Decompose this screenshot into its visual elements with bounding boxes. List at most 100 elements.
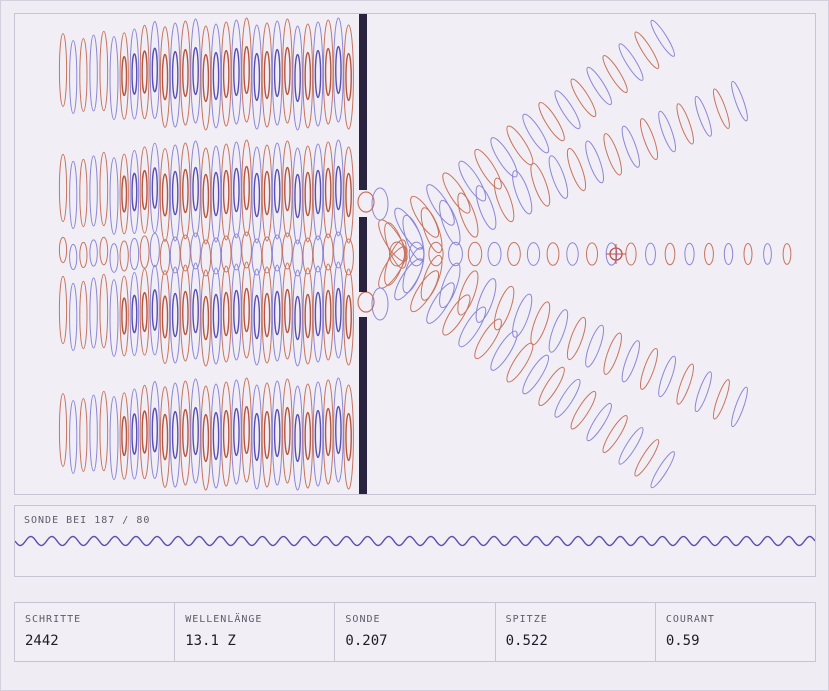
wave-contour — [458, 160, 487, 202]
stat-probe: SONDE 0.207 — [335, 603, 496, 661]
wave-contour — [169, 236, 181, 274]
wave-contour — [159, 239, 171, 275]
double-slit-barrier — [359, 14, 367, 494]
slit-contour — [357, 191, 375, 213]
wave-contour — [282, 18, 293, 124]
wave-contour — [548, 309, 569, 353]
wave-contour — [694, 371, 712, 413]
wave-contour — [159, 26, 171, 128]
stat-peak-label: SPITZE — [505, 614, 548, 625]
wave-contour — [109, 157, 119, 235]
wave-contour — [292, 147, 303, 245]
wave-contour — [394, 258, 424, 301]
wave-contour — [712, 88, 730, 129]
wave-contour-strong — [304, 293, 312, 339]
wave-contour — [457, 192, 479, 238]
crosshair-circle-icon[interactable] — [606, 244, 626, 264]
wave-contour-strong — [141, 410, 148, 454]
wave-contour — [333, 231, 344, 269]
wave-contour — [282, 232, 293, 270]
diffracted-wave-contours — [357, 19, 792, 489]
wave-contour — [231, 233, 242, 271]
wave-contour — [408, 241, 425, 267]
wave-contour — [420, 207, 443, 254]
wave-contour-strong — [202, 413, 210, 463]
wave-contour — [139, 384, 150, 480]
wave-contour — [731, 386, 748, 428]
wave-contour-strong — [263, 170, 271, 216]
wave-contour — [169, 144, 181, 242]
wave-contour-strong — [284, 166, 291, 212]
wave-contour — [475, 185, 497, 230]
wave-contour — [89, 277, 98, 349]
wave-contour-strong — [182, 408, 189, 458]
wave-contour — [586, 242, 598, 266]
wave-contour — [618, 43, 644, 81]
wave-contour-strong — [243, 405, 250, 455]
wave-contour — [200, 269, 212, 367]
wave-contour-strong — [263, 410, 271, 460]
wave-contour — [585, 140, 605, 184]
wave-contour — [621, 125, 640, 168]
wave-contour — [333, 17, 344, 123]
stat-courant-label: COURANT — [665, 614, 715, 625]
wave-contour-strong — [304, 171, 312, 217]
wave-contour — [302, 23, 314, 129]
wave-contour-strong — [314, 291, 322, 337]
probe-trace-line — [15, 535, 815, 547]
wave-contour-strong — [284, 288, 291, 334]
wave-contour-strong — [202, 53, 210, 103]
wave-contour — [99, 390, 109, 472]
wave-contour — [530, 162, 551, 207]
wave-contour — [625, 242, 637, 266]
wave-contour-strong — [243, 45, 250, 95]
wave-contour-strong — [131, 53, 138, 95]
wave-contour-strong — [212, 51, 220, 101]
wave-contour — [586, 402, 612, 442]
wave-contour — [119, 392, 129, 480]
wave-contour — [190, 18, 201, 124]
wave-contour — [343, 384, 354, 490]
wave-field-canvas[interactable] — [14, 13, 816, 495]
wave-contour — [782, 243, 792, 265]
wave-contour-strong — [324, 407, 332, 457]
wave-contour — [69, 282, 78, 352]
wave-contour — [343, 268, 354, 366]
wave-contour — [292, 385, 303, 491]
wave-contour-strong — [171, 410, 179, 460]
wave-field-plot — [58, 14, 792, 494]
stat-peak-value: 0.522 — [505, 633, 548, 649]
wave-contour — [402, 214, 425, 261]
wave-contour — [282, 262, 293, 360]
wave-contour — [426, 184, 455, 226]
wave-contour — [210, 237, 222, 275]
wave-contour — [474, 148, 502, 190]
wave-contour — [548, 155, 569, 199]
wave-contour — [58, 275, 68, 345]
wave-contour-strong — [233, 47, 240, 97]
wave-contour-strong — [212, 293, 220, 339]
wave-contour — [109, 243, 119, 273]
wave-contour — [384, 222, 407, 269]
wave-contour — [200, 385, 212, 491]
wave-contour — [200, 147, 212, 245]
wave-contour — [180, 20, 191, 126]
wave-contour — [79, 38, 88, 112]
wave-contour — [676, 363, 694, 405]
wave-contour — [169, 266, 181, 364]
wave-contour — [650, 451, 675, 489]
wave-contour — [261, 22, 273, 128]
wave-contour — [684, 242, 695, 266]
wave-contour — [439, 199, 461, 246]
wave-contour — [129, 237, 140, 271]
wave-contour — [566, 242, 579, 266]
wave-contour — [139, 268, 150, 356]
wave-contour-strong — [284, 46, 291, 96]
wave-contour — [333, 139, 344, 237]
wave-contour — [139, 24, 150, 120]
wave-contour-strong — [314, 169, 322, 215]
wave-contour — [159, 386, 171, 488]
wave-contour — [282, 378, 293, 484]
wave-contour — [343, 238, 354, 276]
wave-contour — [634, 31, 660, 69]
